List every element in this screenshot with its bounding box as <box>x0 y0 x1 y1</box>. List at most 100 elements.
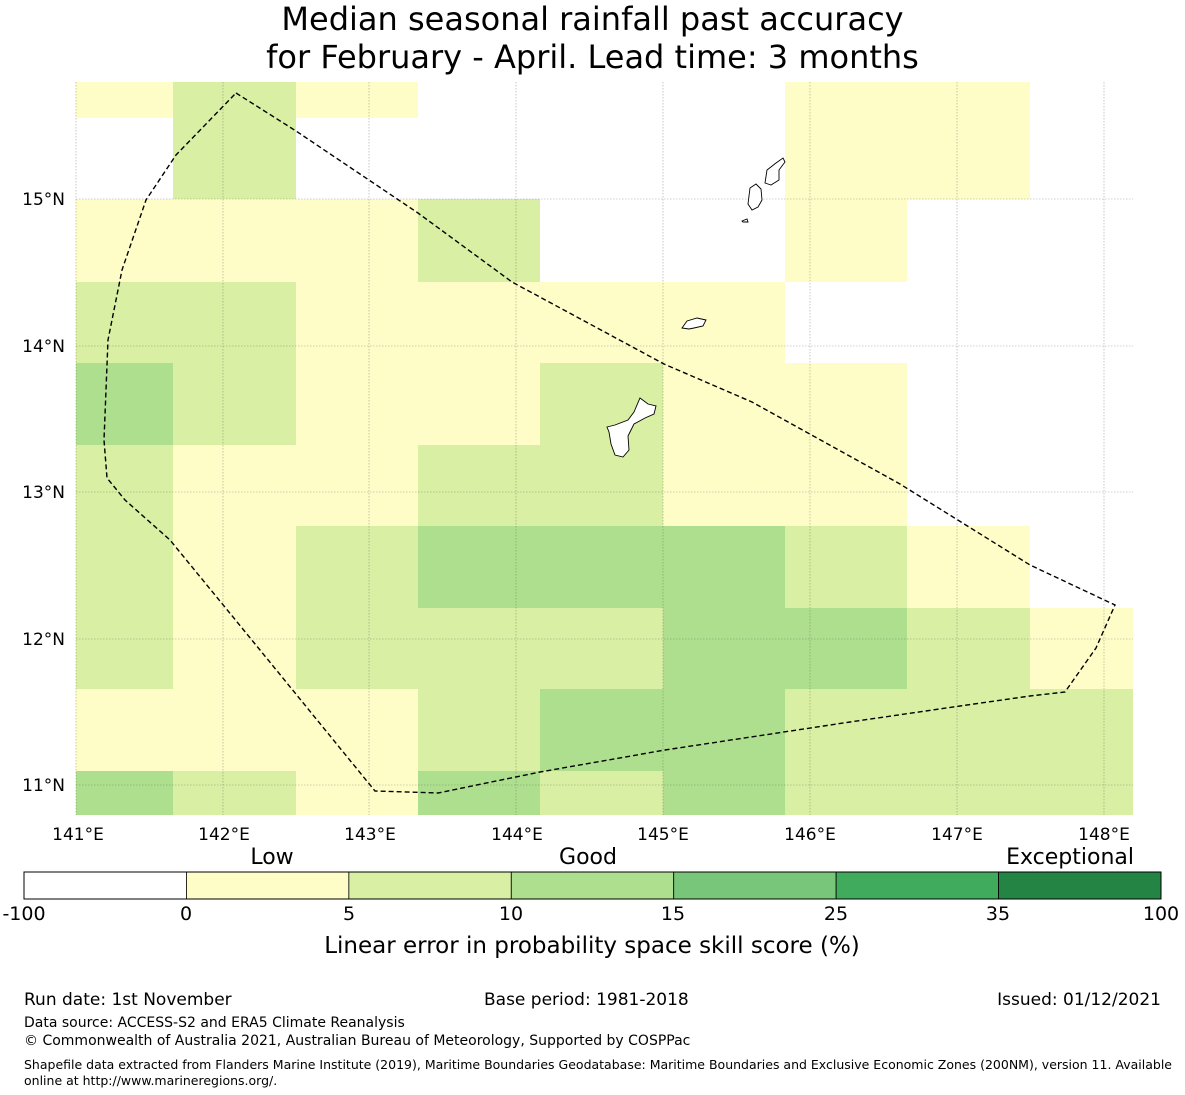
grid-cell <box>296 199 418 282</box>
skill-score-grid <box>76 82 1133 815</box>
grid-cell <box>173 118 296 199</box>
grid-cell <box>296 282 418 363</box>
grid-cell <box>907 771 1030 815</box>
grid-cell <box>76 689 173 771</box>
lon-tick-labels: 141°E 142°E 143°E 144°E 145°E 146°E 147°… <box>52 825 1130 845</box>
map-gridlines <box>75 82 1133 815</box>
grid-cell <box>785 118 907 199</box>
colorbar-label-good: Good <box>559 845 617 870</box>
island-outlines <box>606 157 786 458</box>
colorbar-swatch <box>23 871 187 900</box>
run-date: Run date: 1st November <box>24 990 232 1010</box>
grid-cell <box>418 282 540 363</box>
grid-cell <box>418 445 540 526</box>
colorbar-tick-labels: -100 0 5 10 15 25 35 100 <box>2 903 1179 925</box>
grid-cell <box>296 526 418 608</box>
grid-cell <box>907 82 1030 118</box>
chart-title: Median seasonal rainfall past accuracy f… <box>0 0 1185 76</box>
colorbar-label-low: Low <box>250 845 293 870</box>
base-period: Base period: 1981-2018 <box>484 990 689 1010</box>
grid-cell <box>173 363 296 445</box>
colorbar-tick-label: -100 <box>2 903 45 925</box>
grid-cell <box>296 363 418 445</box>
lon-tick-label: 148°E <box>1078 825 1130 845</box>
grid-cell <box>173 199 296 282</box>
grid-cell <box>907 118 1030 199</box>
grid-cell <box>663 282 785 363</box>
grid-cell <box>76 82 173 118</box>
grid-cell <box>785 608 907 689</box>
grid-cell <box>663 445 785 526</box>
grid-cell <box>76 282 173 363</box>
lat-tick-label: 12°N <box>22 630 65 650</box>
colorbar-swatches <box>23 871 1162 900</box>
grid-cell <box>173 526 296 608</box>
lon-tick-label: 147°E <box>931 825 983 845</box>
grid-cell <box>173 445 296 526</box>
colorbar-swatch <box>673 871 837 900</box>
grid-cell <box>296 82 418 118</box>
grid-cell <box>1030 771 1133 815</box>
island-tinian <box>747 183 763 211</box>
lon-tick-label: 145°E <box>637 825 689 845</box>
colorbar-axis-label: Linear error in probability space skill … <box>324 933 860 959</box>
lat-tick-label: 15°N <box>22 190 65 210</box>
grid-cell <box>540 689 663 771</box>
grid-cell <box>173 771 296 815</box>
grid-cell <box>540 282 663 363</box>
data-source: Data source: ACCESS-S2 and ERA5 Climate … <box>24 1015 405 1031</box>
lat-tick-label: 11°N <box>22 776 65 796</box>
colorbar-label-exceptional: Exceptional <box>1006 845 1134 870</box>
shapefile-credit: Shapefile data extracted from Flanders M… <box>24 1057 1172 1088</box>
copyright-notice: © Commonwealth of Australia 2021, Austra… <box>24 1033 691 1049</box>
grid-cell <box>663 689 785 771</box>
colorbar-tick-label: 35 <box>986 903 1010 925</box>
grid-cell <box>1030 689 1133 771</box>
island-aguijan <box>741 218 749 223</box>
colorbar-tick-label: 10 <box>499 903 523 925</box>
colorbar-swatch <box>348 871 512 900</box>
grid-cell <box>296 608 418 689</box>
grid-cell <box>418 771 540 815</box>
grid-cell <box>296 445 418 526</box>
lon-tick-label: 144°E <box>491 825 543 845</box>
colorbar: Low Good Exceptional -100 0 5 10 15 25 3… <box>2 845 1179 959</box>
grid-cell <box>785 199 907 282</box>
lon-tick-label: 142°E <box>198 825 250 845</box>
grid-cell <box>418 526 540 608</box>
grid-cell <box>173 82 296 118</box>
grid-cell <box>296 689 418 771</box>
grid-cell <box>1030 608 1133 689</box>
island-guam <box>606 397 657 458</box>
grid-cell <box>540 771 663 815</box>
grid-cell <box>296 771 418 815</box>
grid-cell <box>663 526 785 608</box>
grid-cell <box>785 363 907 445</box>
grid-cell <box>663 363 785 445</box>
lat-tick-label: 13°N <box>22 483 65 503</box>
grid-cell <box>663 608 785 689</box>
grid-cell <box>76 199 173 282</box>
grid-cell <box>540 445 663 526</box>
grid-cell <box>785 526 907 608</box>
island-saipan <box>764 157 786 186</box>
colorbar-swatch <box>510 871 675 900</box>
title-line-1: Median seasonal rainfall past accuracy <box>281 0 904 38</box>
grid-cell <box>907 689 1030 771</box>
grid-cell <box>76 363 173 445</box>
grid-cell <box>76 771 173 815</box>
grid-cell <box>785 445 907 526</box>
colorbar-tick-label: 25 <box>824 903 848 925</box>
colorbar-tick-label: 15 <box>661 903 685 925</box>
grid-cell <box>173 282 296 363</box>
grid-cell <box>76 526 173 608</box>
colorbar-frame <box>23 871 1162 900</box>
grid-cell <box>76 445 173 526</box>
colorbar-swatch <box>998 871 1162 900</box>
colorbar-swatch <box>186 871 350 900</box>
grid-cell <box>540 608 663 689</box>
eez-boundary <box>103 92 1116 794</box>
grid-cell <box>418 363 540 445</box>
grid-cell <box>785 771 907 815</box>
